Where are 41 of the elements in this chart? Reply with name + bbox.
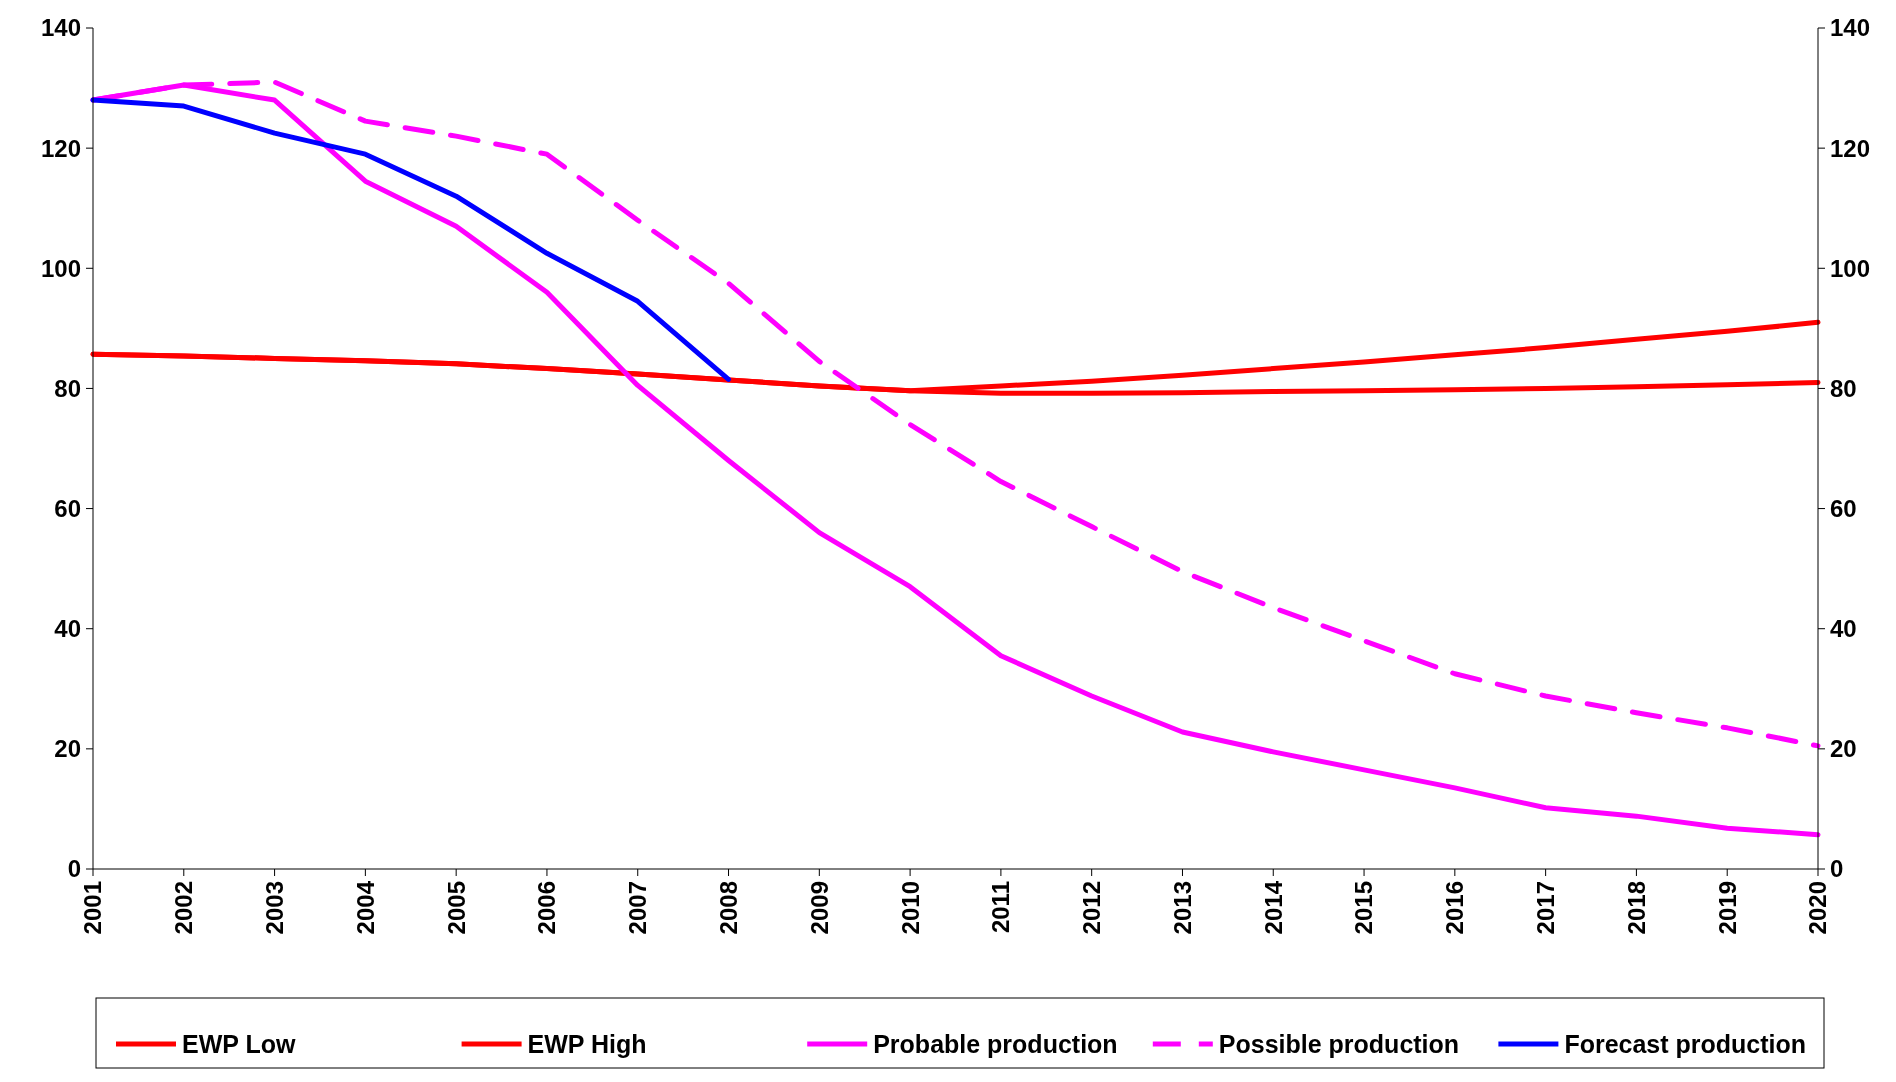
x-tick-label: 2016: [1441, 881, 1469, 935]
y-tick-label: 100: [40, 254, 81, 282]
y-tick-label: 60: [54, 494, 81, 522]
x-tick-label: 2020: [1804, 881, 1832, 935]
y2-tick-label: 140: [1830, 14, 1871, 42]
legend-label: EWP High: [527, 1029, 647, 1058]
y-tick-label: 80: [54, 374, 81, 402]
legend-label: EWP Low: [182, 1029, 296, 1058]
y2-tick-label: 0: [1830, 855, 1844, 883]
legend-label: Probable production: [873, 1029, 1118, 1058]
x-tick-label: 2014: [1259, 880, 1287, 935]
x-tick-label: 2008: [714, 881, 742, 935]
x-tick-label: 2015: [1350, 881, 1378, 935]
x-tick-label: 2013: [1168, 881, 1196, 935]
x-tick-label: 2019: [1713, 881, 1741, 935]
x-tick-label: 2012: [1078, 881, 1106, 935]
x-tick-label: 2007: [624, 881, 652, 935]
y-tick-label: 0: [67, 855, 81, 883]
y2-tick-label: 40: [1830, 615, 1857, 643]
legend-label: Possible production: [1218, 1029, 1460, 1058]
y2-tick-label: 20: [1830, 735, 1857, 763]
x-tick-label: 2002: [170, 881, 198, 935]
legend-label: Forecast production: [1564, 1029, 1807, 1058]
x-tick-label: 2018: [1622, 881, 1650, 935]
x-tick-label: 2009: [805, 881, 833, 935]
x-tick-label: 2005: [442, 881, 470, 935]
x-tick-label: 2010: [896, 881, 924, 935]
y2-tick-label: 100: [1830, 254, 1871, 282]
y2-tick-label: 80: [1830, 374, 1857, 402]
x-tick-label: 2017: [1532, 881, 1560, 935]
x-tick-label: 2006: [533, 881, 561, 935]
y-tick-label: 40: [54, 615, 81, 643]
y2-tick-label: 120: [1830, 134, 1871, 162]
y2-tick-label: 60: [1830, 494, 1857, 522]
y-tick-label: 20: [54, 735, 81, 763]
x-tick-label: 2003: [260, 881, 288, 935]
x-tick-label: 2011: [987, 881, 1015, 934]
x-tick-label: 2001: [79, 881, 107, 935]
y-tick-label: 140: [40, 14, 81, 42]
y-tick-label: 120: [40, 134, 81, 162]
x-tick-label: 2004: [351, 880, 379, 935]
